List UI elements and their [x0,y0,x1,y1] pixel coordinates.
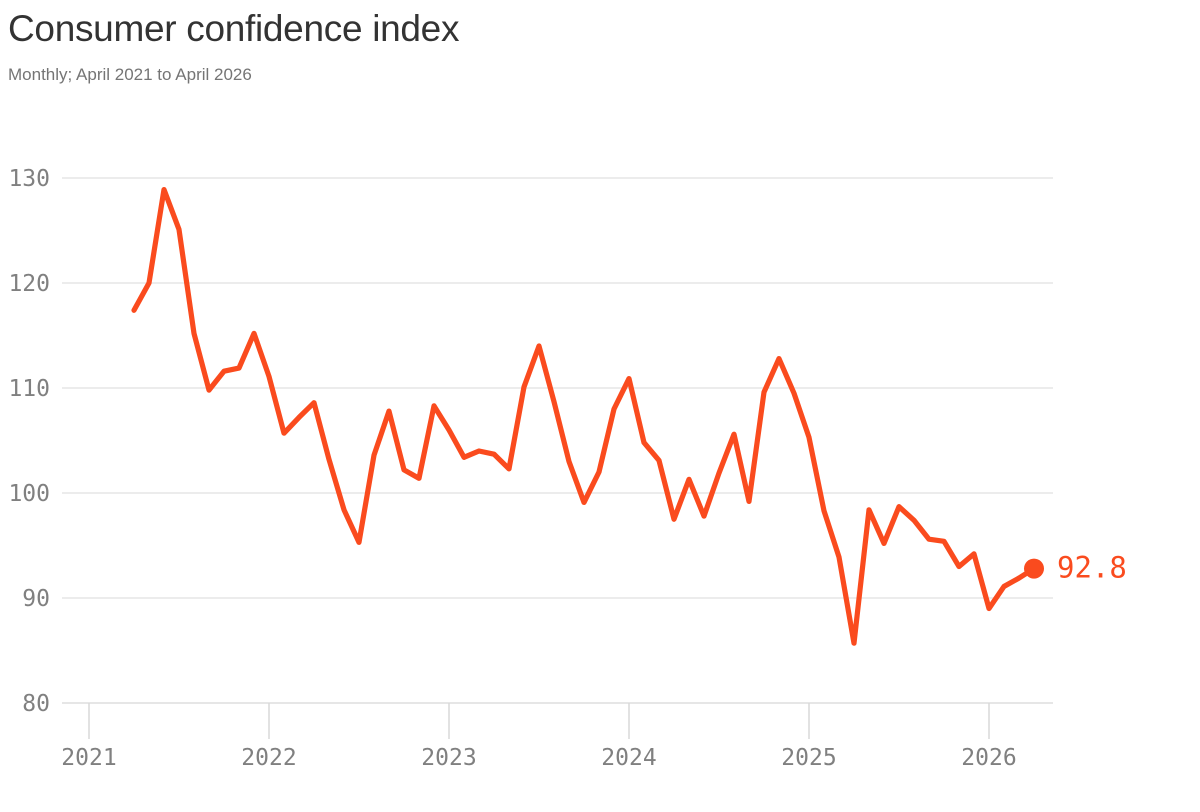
x-tick-label-2023: 2023 [421,745,476,771]
y-tick-label-80: 80 [22,691,50,717]
series-line-consumer-confidence [131,186,1037,646]
page-title: Consumer confidence index [8,8,460,49]
x-tick-label-2026: 2026 [961,745,1016,771]
x-tick-label-2021: 2021 [61,745,116,771]
y-tick-label-90: 90 [22,586,50,612]
chart-header: Consumer confidence index Monthly; April… [8,4,1108,86]
x-tick-label-2025: 2025 [781,745,836,771]
end-point-marker [1024,558,1044,579]
y-tick-label-120: 120 [8,271,50,297]
y-axis-tick-labels: 80 90 100 110 120 130 [8,166,50,717]
end-point-value-label: 92.8 [1057,551,1127,585]
x-tick-label-2024: 2024 [601,745,656,771]
x-axis-tick-labels: 2021 2022 2023 2024 2025 2026 [61,745,1016,771]
x-axis-tickmarks [88,703,990,739]
y-tick-label-100: 100 [8,481,50,507]
y-tick-label-110: 110 [8,376,50,402]
chart-subtitle: Monthly; April 2021 to April 2026 [8,64,252,84]
gridlines [62,177,1053,704]
x-tick-label-2022: 2022 [241,745,296,771]
y-tick-label-130: 130 [8,166,50,192]
